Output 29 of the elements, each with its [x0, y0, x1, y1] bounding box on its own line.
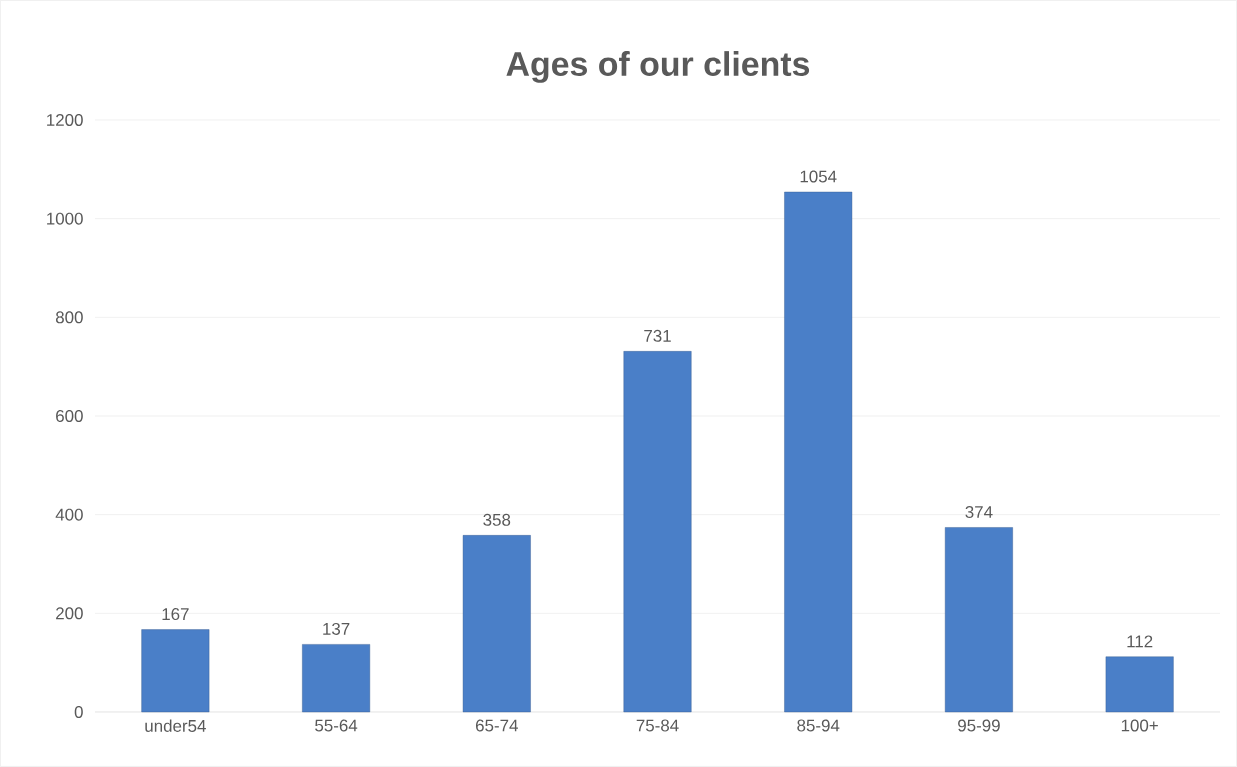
bar	[462, 535, 531, 713]
y-tick-label: 800	[55, 311, 83, 324]
bar	[1105, 656, 1174, 713]
y-tick-label: 600	[56, 409, 83, 422]
y-tick-label: 200	[56, 607, 83, 620]
bar	[784, 191, 853, 713]
x-tick-label: under54	[145, 719, 206, 732]
x-tick-label: 75-84	[636, 719, 679, 732]
y-tick-label: 1000	[47, 212, 83, 225]
y-tick-label: 400	[55, 508, 83, 521]
data-label: 1054	[800, 170, 837, 183]
bar	[623, 351, 692, 713]
bar	[302, 644, 371, 713]
x-tick-label: 55-64	[315, 719, 358, 732]
bar	[944, 527, 1013, 713]
x-tick-label: 65-74	[475, 719, 518, 732]
data-label: 731	[644, 329, 671, 342]
chart-title: Ages of our clients	[506, 51, 810, 83]
data-label: 167	[162, 608, 189, 621]
data-label: 137	[323, 622, 350, 635]
x-tick-label: 85-94	[797, 719, 840, 732]
y-tick-label: 0	[74, 705, 83, 718]
data-label: 374	[965, 505, 993, 518]
bar	[141, 629, 210, 713]
data-label: 358	[483, 513, 511, 526]
x-tick-label: 95-99	[958, 719, 1000, 732]
x-tick-label: 100+	[1121, 719, 1158, 732]
data-label: 112	[1127, 635, 1153, 648]
y-tick-label: 1200	[47, 113, 83, 126]
